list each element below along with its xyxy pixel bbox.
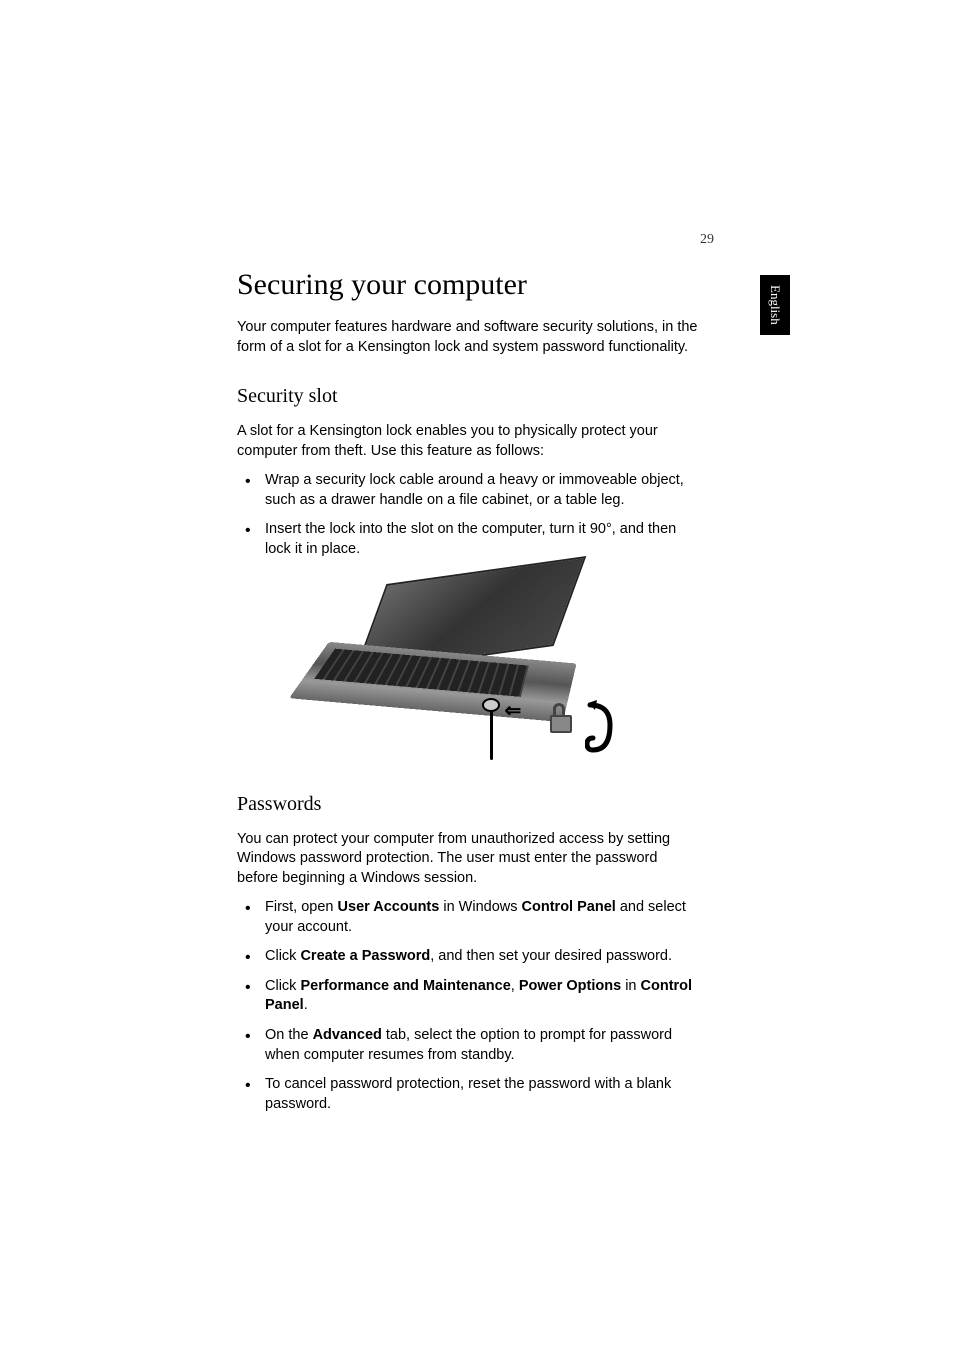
list-item: First, open User Accounts in Windows Con… [265,898,702,937]
security-slot-list: Wrap a security lock cable around a heav… [237,471,702,559]
kensington-lock-figure: ⇐ [310,570,630,765]
list-item: Click Performance and Maintenance, Power… [265,977,702,1016]
list-item: Wrap a security lock cable around a heav… [265,471,702,510]
security-slot-intro: A slot for a Kensington lock enables you… [237,422,702,461]
list-item: Insert the lock into the slot on the com… [265,520,702,559]
page-content: Securing your computer Your computer fea… [237,268,702,1124]
arrow-icon: ⇐ [505,698,522,723]
section-heading-security-slot: Security slot [237,385,702,408]
page-title: Securing your computer [237,268,702,302]
language-tab: English [760,275,790,335]
cable-loop-icon [585,700,615,755]
list-item: On the Advanced tab, select the option t… [265,1026,702,1065]
list-item: Click Create a Password, and then set yo… [265,947,702,967]
page-number: 29 [700,232,714,248]
passwords-list: First, open User Accounts in Windows Con… [237,898,702,1114]
padlock-icon [550,715,572,733]
cable-graphic [490,710,493,760]
intro-paragraph: Your computer features hardware and soft… [237,318,702,357]
list-item: To cancel password protection, reset the… [265,1075,702,1114]
passwords-intro: You can protect your computer from unaut… [237,830,702,889]
section-heading-passwords: Passwords [237,793,702,816]
